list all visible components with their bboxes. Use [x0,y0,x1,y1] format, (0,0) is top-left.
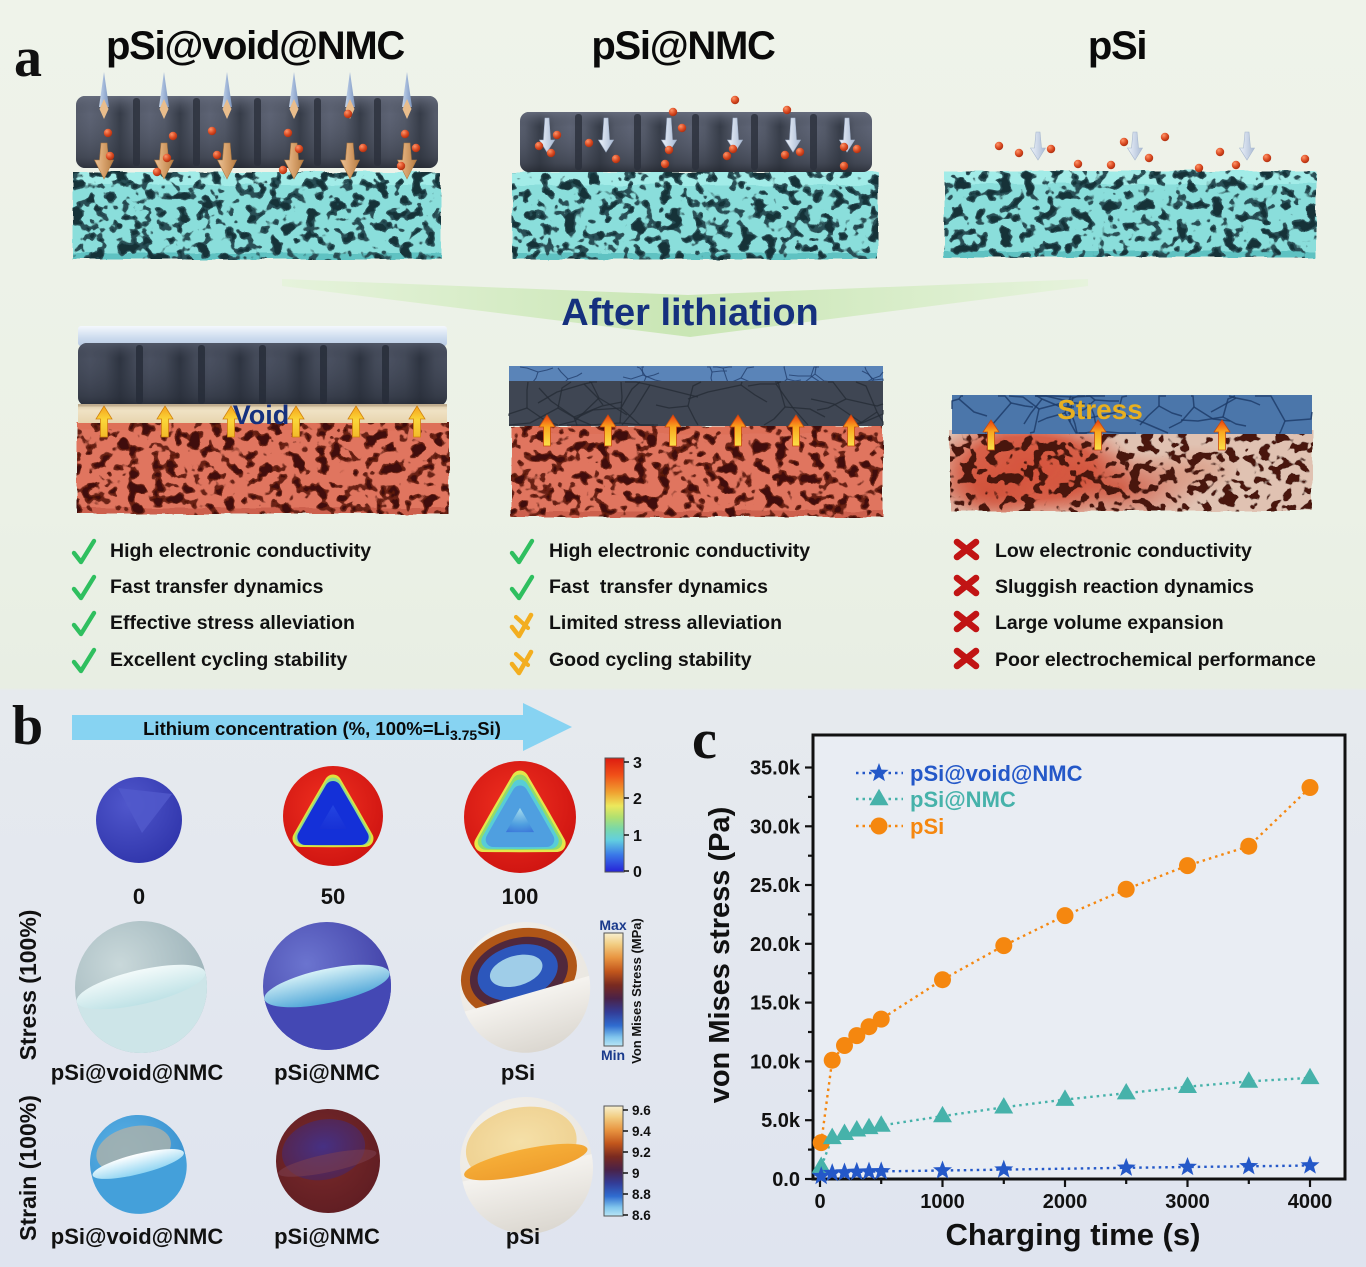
svg-text:8.6: 8.6 [632,1208,651,1223]
svg-text:100: 100 [502,884,539,909]
svg-text:25.0k: 25.0k [750,875,801,897]
svg-text:50: 50 [321,884,345,909]
svg-text:Stress (100%): Stress (100%) [15,910,41,1061]
svg-text:9.2: 9.2 [632,1145,651,1160]
svg-text:pSi@void@NMC: pSi@void@NMC [51,1060,224,1085]
svg-text:2: 2 [633,791,642,808]
svg-text:Min: Min [601,1047,625,1063]
svg-text:5.0k: 5.0k [761,1110,801,1132]
svg-text:pSi: pSi [910,814,944,839]
svg-text:15.0k: 15.0k [750,993,801,1015]
svg-text:Charging time (s): Charging time (s) [946,1217,1201,1252]
svg-text:8.8: 8.8 [632,1187,651,1202]
svg-text:30.0k: 30.0k [750,816,801,838]
svg-text:0: 0 [633,864,642,881]
svg-text:pSi: pSi [501,1060,535,1085]
svg-text:9.4: 9.4 [632,1124,651,1139]
svg-text:1: 1 [633,828,642,845]
svg-text:pSi: pSi [506,1224,540,1249]
svg-text:1000: 1000 [920,1191,965,1213]
svg-text:pSi@NMC: pSi@NMC [274,1060,380,1085]
svg-text:4000: 4000 [1288,1191,1333,1213]
svg-text:pSi@void@NMC: pSi@void@NMC [51,1224,224,1249]
svg-text:9: 9 [632,1166,640,1181]
svg-text:pSi@void@NMC: pSi@void@NMC [910,761,1083,786]
svg-text:2000: 2000 [1043,1191,1088,1213]
svg-text:Von Mises Stress (MPa): Von Mises Stress (MPa) [629,918,644,1064]
svg-text:pSi@NMC: pSi@NMC [274,1224,380,1249]
svg-text:0: 0 [133,884,145,909]
svg-text:Lithium concentration (%, 100%: Lithium concentration (%, 100%=Li3.75Si) [143,718,501,743]
svg-text:Strain (100%): Strain (100%) [15,1095,41,1241]
svg-text:pSi@NMC: pSi@NMC [910,787,1016,812]
svg-text:Max: Max [599,917,626,933]
svg-text:20.0k: 20.0k [750,934,801,956]
svg-text:9.6: 9.6 [632,1103,651,1118]
svg-text:von Mises stress (Pa): von Mises stress (Pa) [704,807,736,1104]
svg-text:10.0k: 10.0k [750,1051,801,1073]
svg-text:3: 3 [633,755,642,772]
svg-text:0.0: 0.0 [772,1169,800,1191]
svg-text:3000: 3000 [1165,1191,1210,1213]
svg-text:0: 0 [814,1191,825,1213]
svg-text:35.0k: 35.0k [750,758,801,780]
